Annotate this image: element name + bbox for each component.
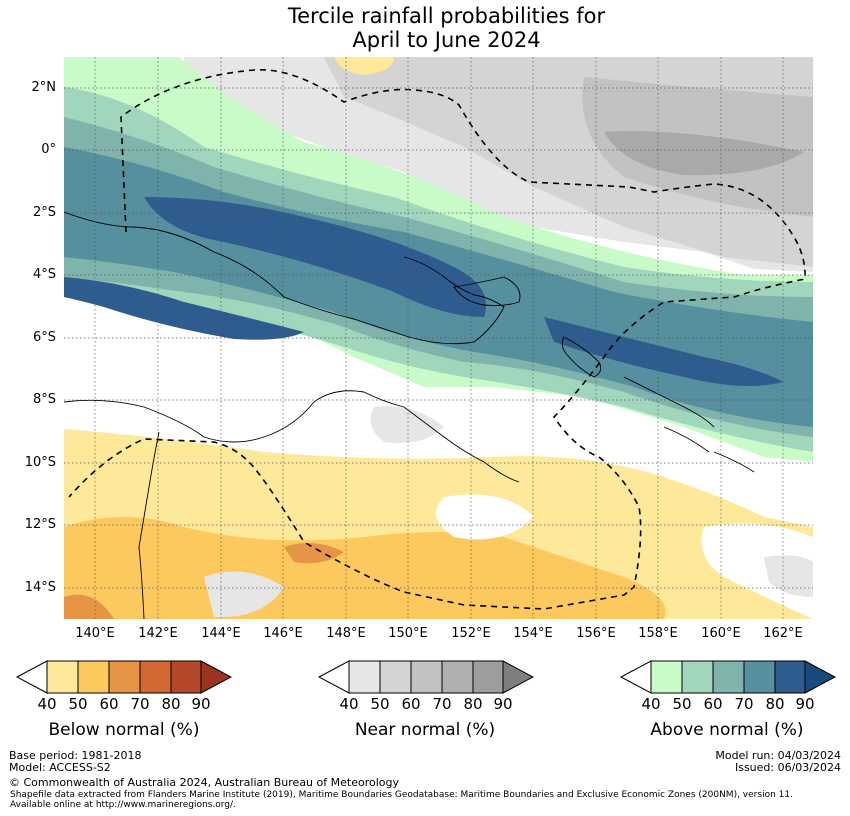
near-swatch-80: [472, 660, 504, 694]
near-normal-colorbar: [318, 660, 534, 694]
below-swatch-80: [170, 660, 202, 694]
rainfall-probability-map: [64, 57, 813, 619]
eez-boundaries: [68, 68, 806, 610]
below-normal-zone-70-b: [284, 543, 344, 564]
below-normal-colorbar: [16, 660, 232, 694]
near-normal-patch-south-c: [701, 523, 813, 619]
near-normal-patch-south-e: [764, 555, 813, 597]
above-colorbar-extend-low: [620, 660, 652, 694]
issued-date: Issued: 06/03/2024: [734, 761, 841, 774]
below-swatch-70: [139, 660, 172, 694]
cape-york-coastline: [138, 431, 160, 619]
y-label-14s: 14°S: [24, 580, 56, 595]
y-label-10s: 10°S: [24, 455, 56, 470]
above-tick: 40: [641, 695, 661, 713]
above-tick: 80: [765, 695, 785, 713]
shapefile-note-2: Available online at http://www.marinereg…: [10, 800, 236, 810]
below-swatch-40: [46, 660, 79, 694]
below-tick: 50: [68, 695, 88, 713]
x-label-150e: 150°E: [388, 626, 428, 641]
near-swatch-70: [441, 660, 474, 694]
below-swatch-50: [77, 660, 110, 694]
png-eez-boundary: [68, 68, 806, 610]
x-label-152e: 152°E: [451, 626, 491, 641]
above-swatch-70: [743, 660, 776, 694]
below-normal-zone-70: [64, 594, 114, 619]
near-tick: 80: [463, 695, 483, 713]
above-normal-belt-80: [144, 197, 486, 317]
above-normal-belt-80-c: [544, 317, 784, 386]
above-normal-colorbar: [620, 660, 836, 694]
y-label-0: 0°: [41, 142, 56, 157]
new-britain-coastline: [453, 276, 521, 307]
near-normal-small-top: [334, 57, 394, 75]
x-label-142e: 142°E: [138, 626, 178, 641]
above-tick: 60: [703, 695, 723, 713]
title-line-2: April to June 2024: [352, 28, 541, 52]
below-tick: 80: [161, 695, 181, 713]
x-label-140e: 140°E: [75, 626, 115, 641]
near-tick: 50: [370, 695, 390, 713]
below-tick: 70: [130, 695, 150, 713]
y-label-6s: 6°S: [32, 330, 56, 345]
below-tick: 40: [37, 695, 57, 713]
above-normal-label: Above normal (%): [650, 720, 804, 740]
near-normal-patch-south-d: [204, 571, 284, 618]
near-tick: 90: [493, 695, 513, 713]
y-label-4s: 4°S: [32, 267, 56, 282]
x-label-156e: 156°E: [576, 626, 616, 641]
near-normal-patch-south: [370, 406, 444, 443]
solomons-coastline: [623, 376, 755, 473]
above-swatch-80: [774, 660, 806, 694]
base-period: Base period: 1981-2018: [9, 749, 142, 762]
model-run-date: Model run: 04/03/2024: [715, 749, 841, 762]
graticule: [64, 57, 813, 619]
near-swatch-50: [379, 660, 412, 694]
near-normal-patch-south-b: [436, 494, 534, 540]
x-label-158e: 158°E: [638, 626, 678, 641]
near-tick: 60: [401, 695, 421, 713]
near-tick: 40: [339, 695, 359, 713]
y-label-12s: 12°S: [24, 517, 56, 532]
near-normal-zone-north-70: [604, 131, 804, 176]
above-tick: 70: [734, 695, 754, 713]
x-label-154e: 154°E: [513, 626, 553, 641]
new-guinea-coastline: [64, 211, 520, 483]
above-tick: 90: [795, 695, 815, 713]
above-swatch-50: [681, 660, 714, 694]
bougainville-coastline: [561, 336, 602, 378]
above-swatch-60: [712, 660, 745, 694]
below-colorbar-extend-low: [16, 660, 48, 694]
coastlines: [64, 211, 755, 619]
near-normal-label: Near normal (%): [354, 720, 496, 740]
near-swatch-90: [502, 660, 534, 694]
below-tick: 90: [191, 695, 211, 713]
above-normal-belt-80-b: [64, 277, 304, 340]
y-label-2s: 2°S: [32, 205, 56, 220]
map-title: Tercile rainfall probabilities for April…: [0, 4, 850, 52]
below-swatch-90: [200, 660, 232, 694]
below-normal-label: Below normal (%): [48, 720, 200, 740]
near-tick: 70: [432, 695, 452, 713]
x-label-162e: 162°E: [763, 626, 803, 641]
shapefile-note-1: Shapefile data extracted from Flanders M…: [10, 790, 793, 800]
below-swatch-60: [108, 660, 141, 694]
near-colorbar-extend-low: [318, 660, 350, 694]
model-name: Model: ACCESS-S2: [9, 761, 111, 774]
title-line-1: Tercile rainfall probabilities for: [287, 4, 606, 28]
below-tick: 60: [99, 695, 119, 713]
above-swatch-40: [650, 660, 683, 694]
near-swatch-60: [410, 660, 443, 694]
y-label-8s: 8°S: [32, 392, 56, 407]
copyright-notice: © Commonwealth of Australia 2024, Austra…: [9, 776, 399, 789]
x-label-160e: 160°E: [701, 626, 741, 641]
x-label-144e: 144°E: [201, 626, 241, 641]
x-label-146e: 146°E: [263, 626, 303, 641]
above-tick: 50: [672, 695, 692, 713]
y-label-2n: 2°N: [31, 80, 57, 95]
near-swatch-40: [348, 660, 381, 694]
x-label-148e: 148°E: [326, 626, 366, 641]
above-swatch-90: [804, 660, 836, 694]
